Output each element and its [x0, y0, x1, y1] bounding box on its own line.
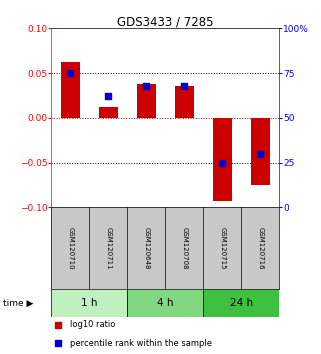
Bar	[137, 84, 156, 118]
Bar	[251, 118, 270, 185]
Text: GSM120711: GSM120711	[105, 227, 111, 269]
Point	[68, 70, 73, 76]
Text: log10 ratio: log10 ratio	[70, 320, 115, 329]
Text: GSM120648: GSM120648	[143, 227, 149, 269]
Bar	[213, 118, 232, 201]
Bar	[203, 289, 279, 317]
Text: GSM120710: GSM120710	[67, 227, 74, 269]
Text: 1 h: 1 h	[81, 298, 98, 308]
Title: GDS3433 / 7285: GDS3433 / 7285	[117, 15, 213, 28]
Text: GSM120716: GSM120716	[257, 227, 263, 269]
Text: 4 h: 4 h	[157, 298, 174, 308]
Point	[258, 151, 263, 156]
Bar	[99, 107, 118, 118]
Text: percentile rank within the sample: percentile rank within the sample	[70, 339, 212, 348]
Text: 24 h: 24 h	[230, 298, 253, 308]
Point	[56, 322, 61, 327]
Text: GSM120708: GSM120708	[181, 227, 187, 269]
Bar	[127, 289, 203, 317]
Point	[220, 160, 225, 165]
Point	[106, 93, 111, 99]
Bar	[175, 86, 194, 118]
Text: GSM120715: GSM120715	[219, 227, 225, 269]
Point	[56, 340, 61, 346]
Point	[144, 83, 149, 88]
Bar	[61, 62, 80, 118]
Text: time ▶: time ▶	[3, 299, 34, 308]
Point	[182, 83, 187, 88]
Bar	[51, 289, 127, 317]
